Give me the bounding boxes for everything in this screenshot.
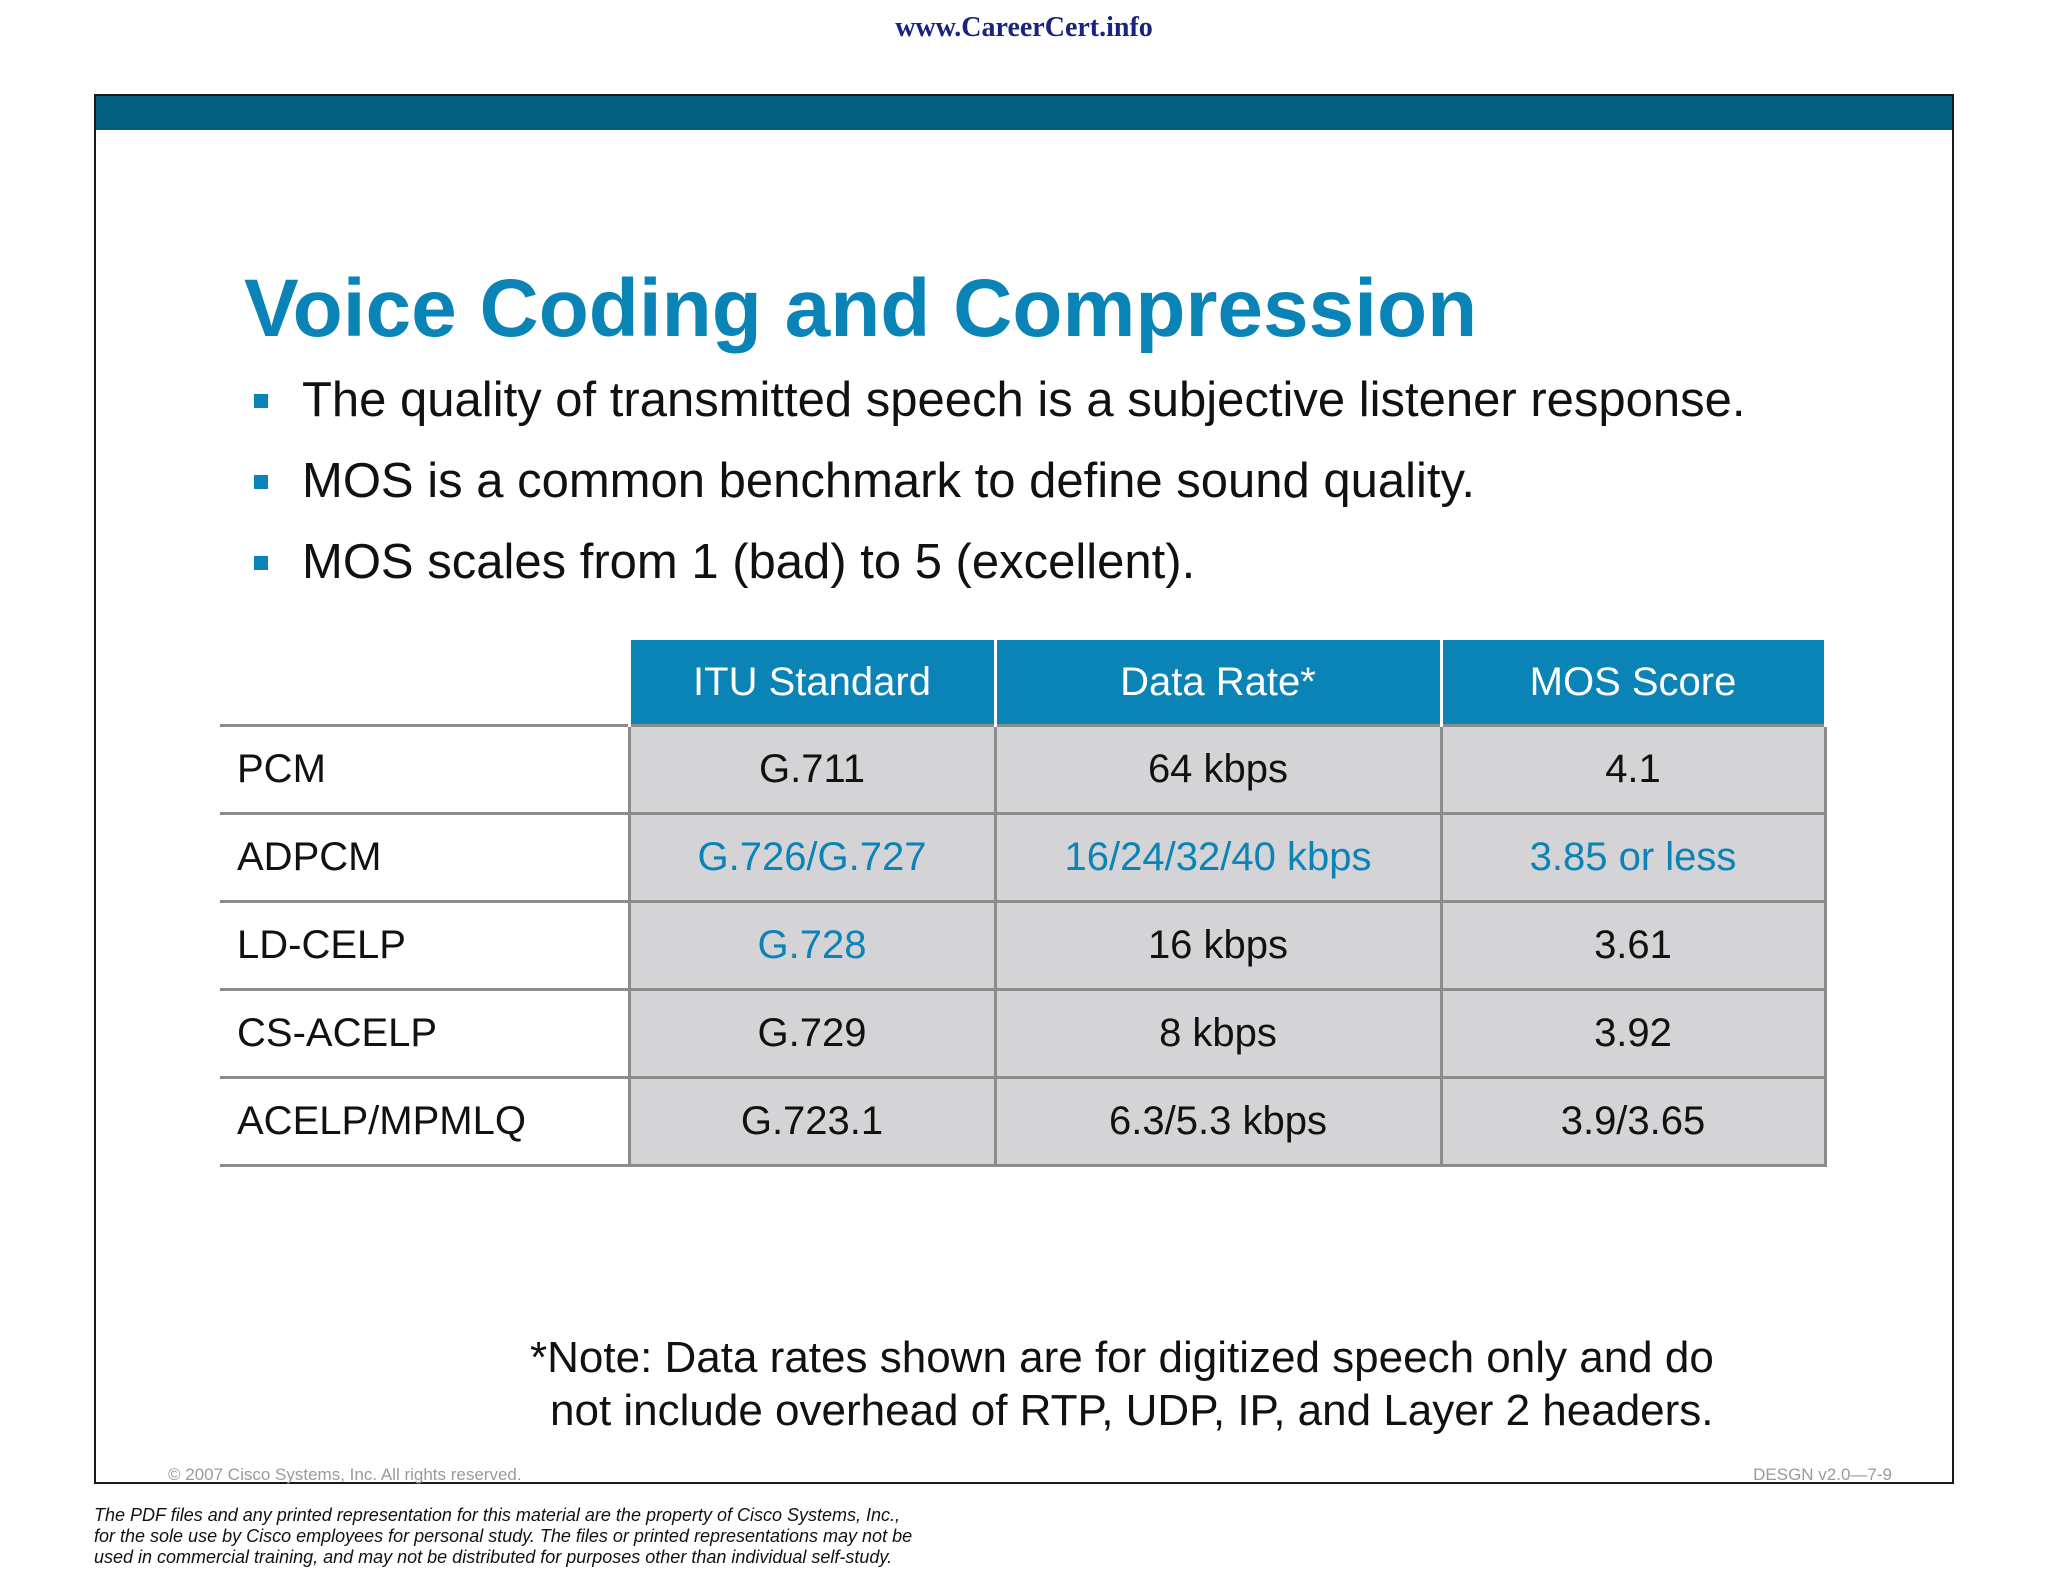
square-bullet-icon: [254, 475, 268, 489]
itu-standard-cell: G.726/G.727: [627, 812, 997, 903]
table-row: ADPCM G.726/G.727 16/24/32/40 kbps 3.85 …: [220, 812, 1827, 903]
bullet-item: MOS scales from 1 (bad) to 5 (excellent)…: [254, 522, 1746, 603]
bullet-text: The quality of transmitted speech is a s…: [302, 373, 1746, 427]
table-row: CS-ACELP G.729 8 kbps 3.92: [220, 988, 1827, 1079]
table-row: LD-CELP G.728 16 kbps 3.61: [220, 900, 1827, 991]
itu-standard-cell: G.723.1: [627, 1076, 997, 1167]
slide: Voice Coding and Compression The quality…: [94, 94, 1954, 1484]
itu-standard-cell: G.711: [627, 724, 997, 815]
table-row: ACELP/MPMLQ G.723.1 6.3/5.3 kbps 3.9/3.6…: [220, 1076, 1827, 1167]
column-header-mos-score: MOS Score: [1439, 640, 1827, 726]
disclaimer: The PDF files and any printed representa…: [94, 1505, 912, 1568]
mos-score-cell: 3.85 or less: [1439, 812, 1827, 903]
table-corner-cell: [220, 640, 629, 726]
bullet-text: MOS scales from 1 (bad) to 5 (excellent)…: [302, 535, 1196, 589]
data-rate-cell: 16 kbps: [993, 900, 1443, 991]
square-bullet-icon: [254, 556, 268, 570]
table-header-row: ITU Standard Data Rate* MOS Score: [220, 640, 1827, 726]
codec-name: CS-ACELP: [220, 988, 631, 1079]
footnote-line: not include overhead of RTP, UDP, IP, an…: [550, 1386, 1714, 1435]
bullet-item: The quality of transmitted speech is a s…: [254, 360, 1746, 441]
column-header-data-rate: Data Rate*: [993, 640, 1443, 726]
data-rate-cell: 16/24/32/40 kbps: [993, 812, 1443, 903]
course-code: DESGN v2.0—7-9: [1753, 1465, 1892, 1484]
itu-standard-cell: G.729: [627, 988, 997, 1079]
site-url[interactable]: www.CareerCert.info: [895, 12, 1153, 43]
itu-standard-cell: G.728: [627, 900, 997, 991]
column-header-itu-standard: ITU Standard: [627, 640, 997, 726]
slide-title: Voice Coding and Compression: [244, 263, 1478, 354]
square-bullet-icon: [254, 394, 268, 408]
data-rate-cell: 8 kbps: [993, 988, 1443, 1079]
disclaimer-line: used in commercial training, and may not…: [94, 1547, 893, 1567]
data-rate-cell: 64 kbps: [993, 724, 1443, 815]
mos-score-cell: 3.9/3.65: [1439, 1076, 1827, 1167]
copyright-text: © 2007 Cisco Systems, Inc. All rights re…: [168, 1465, 522, 1484]
mos-score-cell: 4.1: [1439, 724, 1827, 815]
codec-name: PCM: [220, 724, 631, 815]
footnote-line: *Note: Data rates shown are for digitize…: [530, 1333, 1714, 1382]
bullet-text: MOS is a common benchmark to define soun…: [302, 454, 1475, 508]
mos-score-cell: 3.92: [1439, 988, 1827, 1079]
bullet-item: MOS is a common benchmark to define soun…: [254, 441, 1746, 522]
codec-name: LD-CELP: [220, 900, 631, 991]
table-row: PCM G.711 64 kbps 4.1: [220, 724, 1827, 815]
codec-name: ADPCM: [220, 812, 631, 903]
slide-header-band: [96, 96, 1952, 130]
codec-name: ACELP/MPMLQ: [220, 1076, 631, 1167]
data-rate-cell: 6.3/5.3 kbps: [993, 1076, 1443, 1167]
disclaimer-line: for the sole use by Cisco employees for …: [94, 1526, 913, 1546]
mos-score-cell: 3.61: [1439, 900, 1827, 991]
disclaimer-line: The PDF files and any printed representa…: [94, 1505, 901, 1525]
codec-table: ITU Standard Data Rate* MOS Score PCM G.…: [220, 640, 1827, 1167]
bullet-list: The quality of transmitted speech is a s…: [254, 360, 1746, 603]
footnote: *Note: Data rates shown are for digitize…: [530, 1331, 1830, 1437]
